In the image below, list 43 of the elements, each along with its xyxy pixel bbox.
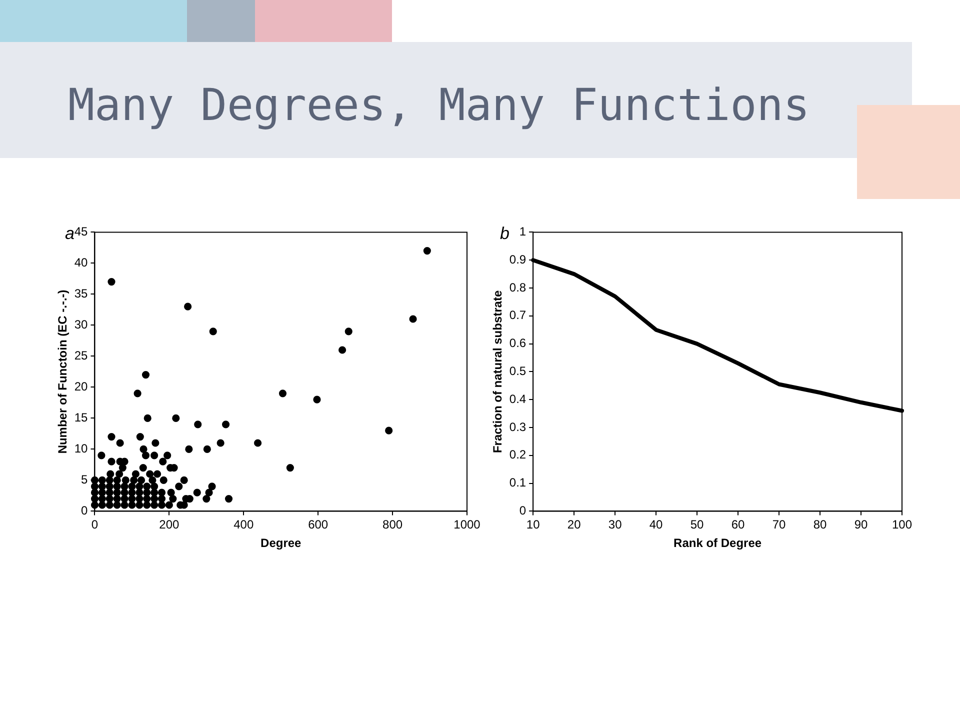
y-tick-label: 40	[74, 256, 88, 270]
y-tick-label: 0.5	[509, 364, 526, 378]
y-tick-label: 35	[74, 286, 88, 301]
y-tick-label: 0	[81, 504, 88, 518]
y-tick-label: 1	[519, 224, 526, 239]
y-tick-label: 0.9	[509, 252, 526, 266]
y-axis-title: Fraction of natural substrate	[490, 290, 505, 454]
x-tick-label: 1000	[454, 518, 481, 532]
x-tick-label: 30	[608, 518, 622, 532]
x-tick-label: 50	[690, 518, 704, 532]
y-tick-label: 0.6	[509, 336, 526, 350]
text: b	[500, 224, 510, 244]
x-tick-label: 90	[854, 518, 868, 532]
x-tick-label: 800	[382, 518, 403, 532]
x-tick-label: 20	[567, 518, 582, 532]
x-tick-label: 40	[649, 518, 664, 532]
y-tick-label: 0.2	[509, 448, 526, 462]
y-tick-label: 0	[519, 504, 526, 518]
y-axis-title: Number of Functoin (EC -.-.-)	[56, 290, 70, 454]
x-tick-label: 0	[91, 518, 98, 532]
y-tick-label: 15	[74, 410, 88, 425]
x-tick-label: 400	[234, 518, 254, 532]
x-tick-label: 60	[731, 518, 746, 532]
y-tick-label: 20	[74, 380, 88, 394]
y-tick-label: 45	[74, 224, 88, 239]
chart-title: Many Degrees, Many Functions	[68, 80, 810, 131]
y-tick-label: 0.7	[509, 308, 526, 322]
x-axis-title: Degree	[260, 536, 302, 550]
y-tick-label: 0.4	[509, 392, 526, 406]
x-tick-label: 80	[813, 518, 828, 532]
y-tick-label: 10	[74, 442, 88, 456]
y-tick-label: 25	[74, 348, 88, 363]
x-tick-label: 200	[159, 518, 180, 532]
x-tick-label: 100	[892, 518, 912, 532]
x-tick-label: 70	[772, 518, 786, 532]
y-tick-label: 0.3	[509, 420, 526, 434]
y-tick-label: 0.1	[509, 476, 526, 490]
x-tick-label: 600	[308, 518, 328, 532]
y-tick-label: 30	[74, 318, 88, 332]
x-axis-title: Rank of Degree	[674, 536, 762, 550]
y-tick-label: 5	[81, 472, 88, 487]
text: a	[65, 224, 74, 244]
y-tick-label: 0.8	[509, 280, 526, 294]
